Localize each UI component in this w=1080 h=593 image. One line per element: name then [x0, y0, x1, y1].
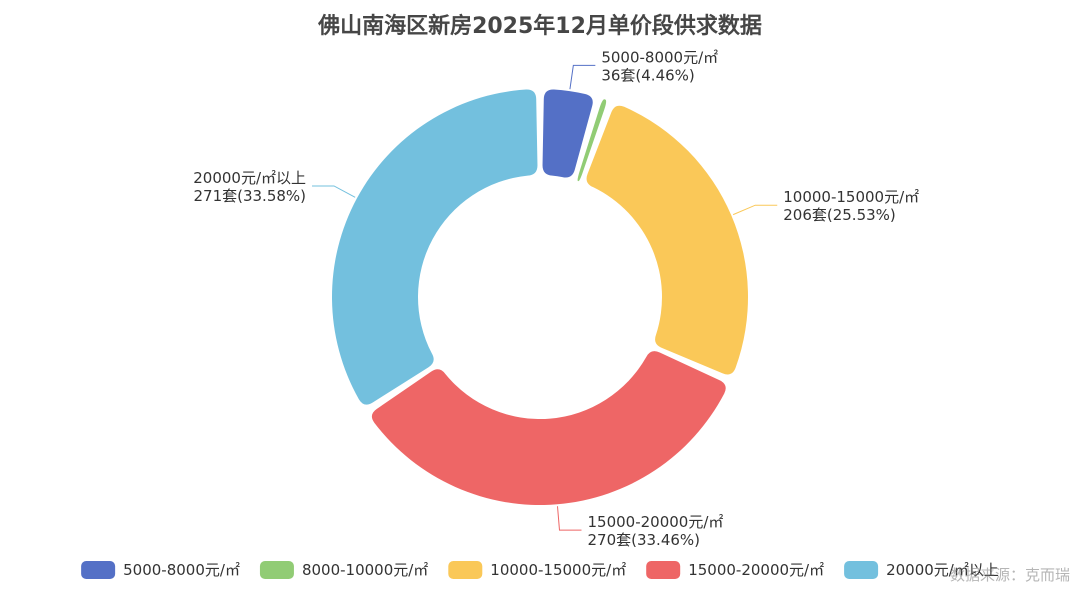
legend-item-15000-20000[interactable]: 15000-20000元/㎡	[646, 561, 824, 579]
label-line-5000-8000	[569, 64, 596, 90]
legend-label-15000-20000: 15000-20000元/㎡	[688, 561, 824, 579]
data-label-10000-15000-2: 206套(25.53%)	[783, 206, 896, 224]
legend-item-8000-10000[interactable]: 8000-10000元/㎡	[259, 561, 428, 579]
legend-swatch-5000-8000	[81, 561, 116, 579]
data-label-15000-20000-1: 15000-20000元/㎡	[587, 513, 723, 531]
label-line-20000	[312, 185, 356, 198]
label-line-10000-15000	[732, 204, 778, 216]
chart-title: 佛山南海区新房2025年12月单价段供求数据	[318, 14, 762, 39]
legend-label-10000-15000: 10000-15000元/㎡	[490, 561, 626, 579]
slice-5000-8000[interactable]	[542, 89, 593, 178]
legend-item-20000[interactable]: 20000元/㎡以上	[844, 561, 999, 579]
data-label-5000-8000-2: 36套(4.46%)	[601, 66, 694, 84]
data-label-20000-2: 271套(33.58%)	[193, 187, 306, 205]
slice-8000-10000[interactable]	[577, 99, 607, 182]
legend-swatch-10000-15000	[448, 561, 483, 579]
slice-15000-20000[interactable]	[371, 351, 726, 505]
data-label-15000-20000-2: 270套(33.46%)	[587, 531, 700, 549]
slice-10000-15000[interactable]	[586, 105, 749, 375]
label-line-15000-20000	[556, 506, 582, 531]
legend-item-5000-8000[interactable]: 5000-8000元/㎡	[81, 561, 240, 579]
legend-swatch-8000-10000	[259, 561, 294, 579]
legend-swatch-15000-20000	[646, 561, 681, 579]
data-label-10000-15000-1: 10000-15000元/㎡	[783, 188, 919, 206]
legend-swatch-20000	[844, 561, 879, 579]
watermark: 数据来源：克而瑞	[949, 566, 1070, 584]
legend-label-5000-8000: 5000-8000元/㎡	[123, 561, 240, 579]
legend-label-8000-10000: 8000-10000元/㎡	[302, 561, 428, 579]
legend-label-20000: 20000元/㎡以上	[886, 561, 999, 579]
data-label-5000-8000-1: 5000-8000元/㎡	[601, 48, 718, 66]
data-label-20000-1: 20000元/㎡以上	[193, 169, 306, 187]
slice-20000[interactable]	[331, 89, 538, 405]
legend-item-10000-15000[interactable]: 10000-15000元/㎡	[448, 561, 626, 579]
